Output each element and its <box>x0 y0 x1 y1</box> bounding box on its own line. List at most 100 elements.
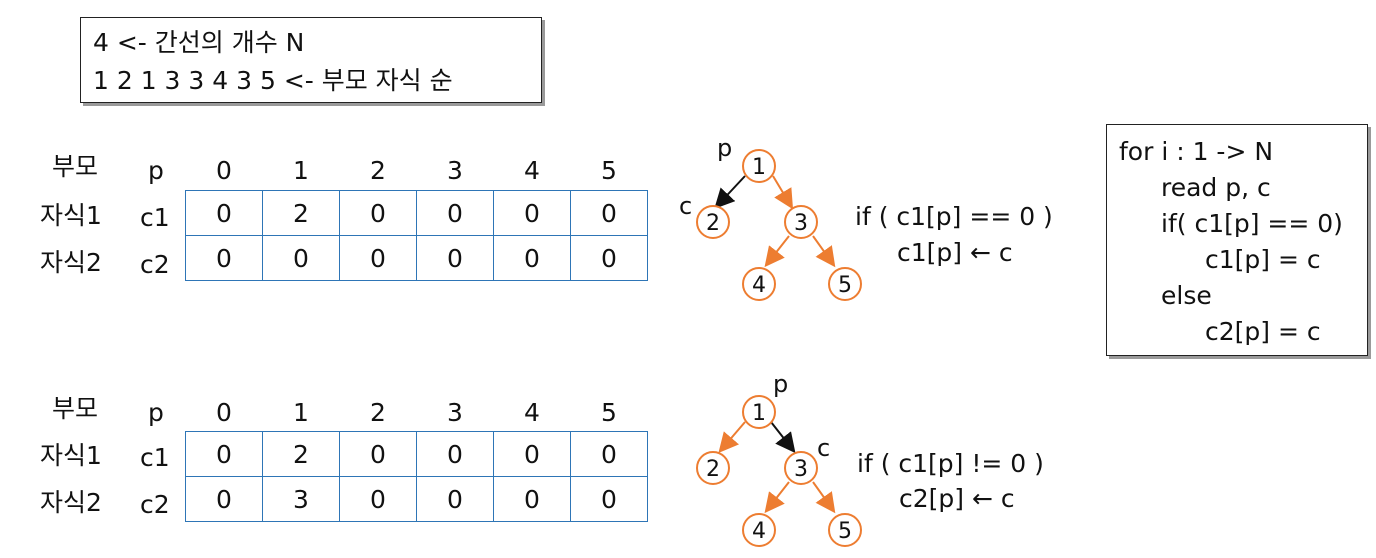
row-name-c2: c2 <box>140 490 170 519</box>
tree-node-label: 4 <box>752 519 766 544</box>
row-name-c1: c1 <box>140 203 170 232</box>
child-marker: c <box>679 192 692 220</box>
array-cell: 2 <box>262 190 340 236</box>
code-line-c1-assign: c1[p] = c <box>1205 245 1321 274</box>
tree-edge <box>812 235 836 268</box>
index-label: 5 <box>601 398 617 427</box>
array-cell: 0 <box>416 476 494 522</box>
tree-node <box>742 149 776 183</box>
tree-edge-highlight <box>770 421 796 454</box>
tree-node-label: 1 <box>752 155 766 180</box>
array-cell: 0 <box>570 431 648 477</box>
table-row-c2: 0 3 0 0 0 0 <box>185 476 648 522</box>
row-name-c1: c1 <box>140 443 170 472</box>
tree-node <box>828 513 862 547</box>
array-cell: 0 <box>570 476 648 522</box>
index-label: 1 <box>293 156 309 185</box>
tree-edge-highlight <box>714 175 746 209</box>
array-cell: 0 <box>339 190 417 236</box>
child-marker: c <box>817 434 830 462</box>
p-label: p <box>148 398 164 427</box>
code-line-if: if( c1[p] == 0) <box>1161 209 1343 238</box>
array-cell: 0 <box>185 190 263 236</box>
code-line-else: else <box>1161 281 1212 310</box>
tree-node <box>742 395 776 429</box>
tree-edge <box>764 481 790 514</box>
array-cell: 0 <box>185 476 263 522</box>
index-label: 3 <box>447 398 463 427</box>
input-line-edge-count: 4 <- 간선의 개수 N <box>93 28 305 57</box>
p-label: p <box>148 156 164 185</box>
table-row-c2: 0 0 0 0 0 0 <box>185 235 648 281</box>
tree-edge <box>764 235 790 268</box>
parent-marker: p <box>717 134 732 162</box>
index-label: 2 <box>370 156 386 185</box>
binary-tree-diagram: 1 2 3 4 5 p c <box>679 134 862 301</box>
index-label: 4 <box>524 398 540 427</box>
index-label: 3 <box>447 156 463 185</box>
assignment-text: c1[p] ← c <box>897 238 1013 267</box>
array-cell: 0 <box>262 235 340 281</box>
index-label: 1 <box>293 398 309 427</box>
child-array-table: 0 2 0 0 0 0 0 0 0 0 0 0 <box>185 190 648 281</box>
input-description-box: 4 <- 간선의 개수 N 1 2 1 3 3 4 3 5 <- 부모 자식 순 <box>80 17 542 103</box>
array-cell: 0 <box>185 235 263 281</box>
tree-edge <box>772 175 794 210</box>
index-label: 0 <box>216 398 232 427</box>
tree-node <box>784 451 818 485</box>
array-cell: 0 <box>339 431 417 477</box>
index-label: 0 <box>216 156 232 185</box>
array-cell: 0 <box>493 190 571 236</box>
tree-node <box>742 513 776 547</box>
array-cell: 0 <box>416 190 494 236</box>
code-line-read: read p, c <box>1161 173 1271 202</box>
array-cell: 0 <box>570 235 648 281</box>
array-cell: 0 <box>339 235 417 281</box>
array-cell: 2 <box>262 431 340 477</box>
array-cell: 0 <box>570 190 648 236</box>
condition-text: if ( c1[p] != 0 ) <box>857 449 1044 478</box>
index-label: 2 <box>370 398 386 427</box>
table-row-c1: 0 2 0 0 0 0 <box>185 190 648 236</box>
assignment-text: c2[p] ← c <box>899 484 1015 513</box>
tree-node <box>742 267 776 301</box>
row-label-child2: 자식2 <box>40 488 102 517</box>
binary-tree-diagram: 1 2 3 4 5 p c <box>696 370 862 547</box>
array-cell: 0 <box>493 476 571 522</box>
tree-node-label: 5 <box>838 273 852 298</box>
array-cell: 0 <box>416 235 494 281</box>
row-label-child1: 자식1 <box>40 441 102 470</box>
array-cell: 3 <box>262 476 340 522</box>
tree-node-label: 2 <box>706 457 720 482</box>
array-cell: 0 <box>339 476 417 522</box>
tree-edge <box>812 481 836 514</box>
tree-node-label: 3 <box>794 211 808 236</box>
code-line-for: for i : 1 -> N <box>1119 137 1274 166</box>
tree-edge <box>718 421 746 454</box>
child-array-table: 0 2 0 0 0 0 0 3 0 0 0 0 <box>185 431 648 522</box>
tree-node <box>828 267 862 301</box>
array-cell: 0 <box>493 431 571 477</box>
parent-marker: p <box>773 370 788 398</box>
index-label: 5 <box>601 156 617 185</box>
tree-node-label: 1 <box>752 401 766 426</box>
table-row-c1: 0 2 0 0 0 0 <box>185 431 648 477</box>
index-label: 4 <box>524 156 540 185</box>
tree-node-label: 5 <box>838 519 852 544</box>
pseudocode-box: for i : 1 -> N read p, c if( c1[p] == 0)… <box>1106 124 1368 356</box>
row-label-child2: 자식2 <box>40 248 102 277</box>
tree-node <box>696 205 730 239</box>
array-cell: 0 <box>416 431 494 477</box>
tree-node-label: 4 <box>752 273 766 298</box>
condition-text: if ( c1[p] == 0 ) <box>855 202 1053 231</box>
tree-node <box>784 205 818 239</box>
array-cell: 0 <box>493 235 571 281</box>
array-cell: 0 <box>185 431 263 477</box>
input-line-edges: 1 2 1 3 3 4 3 5 <- 부모 자식 순 <box>93 66 453 95</box>
row-name-c2: c2 <box>140 250 170 279</box>
row-header-parent: 부모 <box>52 394 99 423</box>
tree-node-label: 2 <box>706 211 720 236</box>
code-line-c2-assign: c2[p] = c <box>1205 317 1321 346</box>
row-header-parent: 부모 <box>52 152 99 181</box>
tree-node-label: 3 <box>794 457 808 482</box>
